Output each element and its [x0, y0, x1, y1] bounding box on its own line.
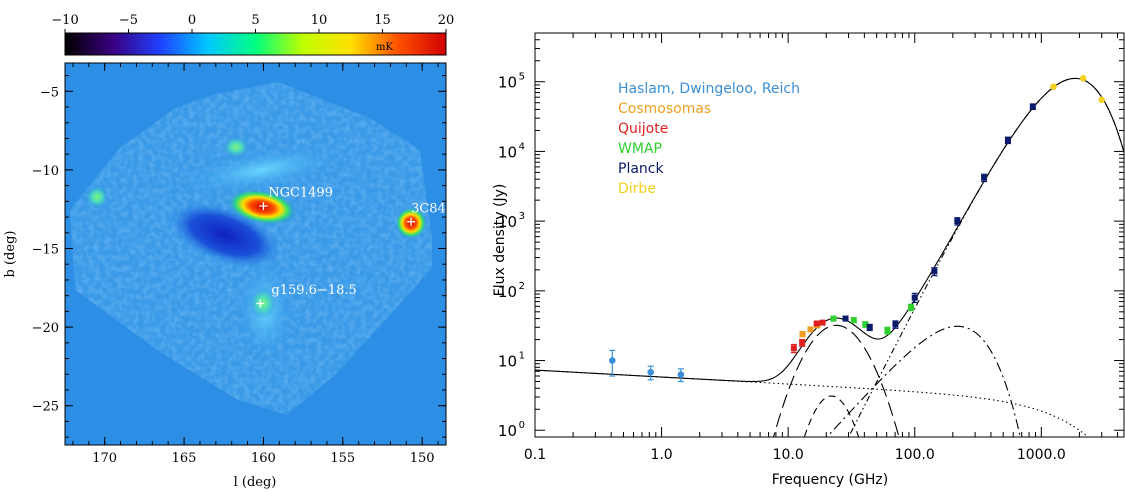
- colorbar-tick-label: 15: [374, 13, 391, 28]
- data-point: [1004, 137, 1011, 144]
- data-point: [790, 345, 797, 352]
- colorbar-unit: mK: [376, 42, 393, 53]
- data-point: [908, 304, 915, 311]
- map-xtick-label: 155: [330, 451, 355, 466]
- colorbar-tick-label: 0: [188, 13, 196, 28]
- colorbar-tick-label: −10: [51, 13, 78, 28]
- data-point: [911, 294, 918, 301]
- colorbar: −10 −5 0 5 10 15 20 mK: [51, 13, 455, 56]
- sed-ytick-label: 10: [498, 143, 517, 161]
- map-sources: NGC1499 3C84 g159.6−18.5: [256, 186, 446, 308]
- sed-data-points: [608, 74, 1105, 383]
- data-point: [842, 315, 849, 322]
- data-point: [866, 324, 873, 331]
- map-area: [65, 63, 446, 445]
- map-xtick-label: 150: [410, 451, 435, 466]
- map-ylabel: b (deg): [3, 231, 18, 278]
- data-point: [807, 326, 814, 333]
- source-label: 3C84: [411, 201, 446, 216]
- map-ytick-label: −5: [40, 85, 59, 100]
- data-point: [981, 174, 988, 181]
- map-ytick-label: −20: [32, 321, 59, 336]
- data-point: [647, 368, 654, 376]
- sed-xtick-label: 0.1: [524, 447, 546, 463]
- sed-ytick-exponent: 2: [519, 281, 525, 292]
- source-label: NGC1499: [268, 186, 333, 201]
- legend-entry: Quijote: [618, 121, 668, 137]
- sed-xtick-label: 100.0: [895, 447, 935, 463]
- sed-ytick-label: 10: [498, 422, 517, 440]
- colorbar-tick-label: 20: [438, 13, 455, 28]
- map-xtick-label: 170: [92, 451, 117, 466]
- sed-ytick-exponent: 1: [519, 351, 525, 362]
- legend-entry: Planck: [618, 161, 664, 177]
- warm-blob-left: [85, 185, 109, 209]
- data-point: [884, 327, 891, 334]
- legend-entry: Dirbe: [618, 181, 656, 197]
- legend-entry: WMAP: [618, 141, 662, 157]
- data-point: [850, 317, 857, 324]
- data-point: [830, 315, 837, 322]
- map-axes: 170 165 160 155 150 −5 −10 −15 −20 −25: [32, 63, 446, 466]
- hot-blob-ngc1499: [227, 189, 297, 225]
- map-xtick-label: 165: [172, 451, 197, 466]
- data-point: [1079, 74, 1087, 82]
- map-xtick-label: 160: [251, 451, 276, 466]
- data-point: [931, 268, 938, 275]
- sed-plot-frame: [534, 32, 1125, 438]
- data-point: [862, 321, 869, 328]
- sed-ytick-exponent: 3: [519, 211, 525, 222]
- data-point: [892, 321, 899, 328]
- sed-ytick-label: 10: [498, 213, 517, 231]
- sed-xtick-label: 10.0: [773, 447, 804, 463]
- colorbar-tick-label: 10: [311, 13, 328, 28]
- data-point: [799, 331, 806, 338]
- legend-entry: Cosmosomas: [618, 101, 711, 117]
- data-point: [677, 371, 685, 378]
- map-frame: [64, 62, 447, 446]
- data-point: [1029, 103, 1036, 110]
- colorbar-tick-label: −5: [119, 13, 138, 28]
- data-point: [608, 357, 616, 364]
- sed-ylabel: Flux density (Jy): [492, 184, 508, 297]
- map-ytick-label: −15: [32, 242, 59, 257]
- sed-ytick-label: 10: [498, 74, 517, 92]
- data-point: [954, 218, 961, 225]
- cyan-filament: [173, 143, 351, 197]
- sed-ytick-exponent: 4: [519, 141, 525, 152]
- data-point: [1050, 83, 1057, 90]
- colorbar-tick-label: 5: [251, 13, 259, 28]
- map-ytick-label: −25: [32, 400, 59, 415]
- map-xlabel: l (deg): [234, 475, 277, 490]
- data-point: [799, 339, 806, 346]
- sed-legend: Haslam, Dwingeloo, Reich Cosmosomas Quijot…: [618, 81, 800, 197]
- sed-xtick-label: 1000.0: [1017, 447, 1066, 463]
- source-label: g159.6−18.5: [271, 283, 356, 298]
- data-point: [819, 319, 826, 326]
- model-curve-ame-2: [803, 395, 860, 437]
- map-ytick-label: −10: [32, 164, 59, 179]
- sed-ytick-label: 10: [498, 353, 517, 371]
- data-point: [1098, 96, 1105, 104]
- sed-ytick-exponent: 5: [519, 72, 525, 83]
- sed-model-curves: [535, 77, 1124, 437]
- sed-xtick-label: 1.0: [650, 447, 672, 463]
- sed-xlabel: Frequency (GHz): [772, 472, 888, 488]
- legend-entry: Haslam, Dwingeloo, Reich: [618, 81, 800, 97]
- sed-ytick-exponent: 0: [519, 420, 525, 431]
- model-curve-dust: [847, 77, 1124, 437]
- data-point: [813, 320, 820, 327]
- warm-blob-top: [222, 136, 250, 158]
- sky-map-chart: −10 −5 0 5 10 15 20 mK 170 165 160 155 150 −5 −10 −15…: [3, 13, 455, 490]
- sed-ytick-label: 10: [498, 283, 517, 301]
